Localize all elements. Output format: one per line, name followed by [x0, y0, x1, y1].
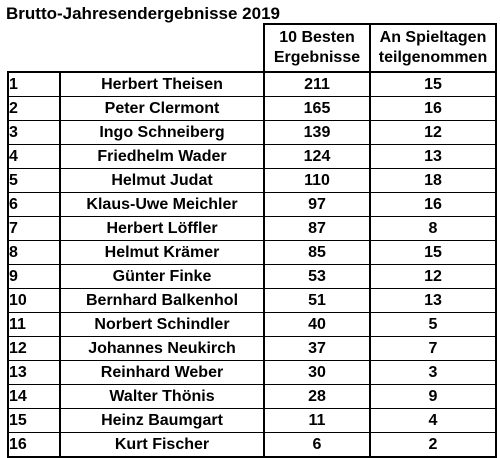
table-row: 1 Herbert Theisen 211 15: [7, 71, 497, 97]
table-row: 16 Kurt Fischer 6 2: [7, 432, 497, 458]
header-days-attended-line2: teilgenommen: [378, 49, 488, 66]
score-cell: 97: [263, 192, 371, 217]
days-cell: 5: [369, 312, 497, 337]
days-cell: 9: [369, 384, 497, 409]
table-row: 11 Norbert Schindler 40 5: [7, 312, 497, 337]
table-row: 3 Ingo Schneiberg 139 12: [7, 120, 497, 145]
score-cell: 211: [263, 71, 371, 97]
table-row: 5 Helmut Judat 110 18: [7, 168, 497, 193]
score-cell: 165: [263, 96, 371, 121]
table-row: 10 Bernhard Balkenhol 51 13: [7, 288, 497, 313]
days-cell: 8: [369, 216, 497, 241]
player-name-cell: Johannes Neukirch: [59, 336, 265, 361]
score-cell: 139: [263, 120, 371, 145]
days-cell: 4: [369, 408, 497, 433]
header-best-results: 10 Besten Ergebnisse: [263, 23, 371, 72]
rank-cell: 2: [7, 96, 61, 121]
header-days-attended: An Spieltagen teilgenommen: [369, 23, 497, 72]
days-cell: 16: [369, 96, 497, 121]
table-row: 13 Reinhard Weber 30 3: [7, 360, 497, 385]
table-row: 15 Heinz Baumgart 11 4: [7, 408, 497, 433]
player-name-cell: Ingo Schneiberg: [59, 120, 265, 145]
player-name-cell: Helmut Krämer: [59, 240, 265, 265]
score-cell: 6: [263, 432, 371, 458]
player-name-cell: Kurt Fischer: [59, 432, 265, 458]
player-name-cell: Heinz Baumgart: [59, 408, 265, 433]
player-name-cell: Walter Thönis: [59, 384, 265, 409]
rank-cell: 3: [7, 120, 61, 145]
player-name-cell: Günter Finke: [59, 264, 265, 289]
table-row: 12 Johannes Neukirch 37 7: [7, 336, 497, 361]
table-row: 7 Herbert Löffler 87 8: [7, 216, 497, 241]
score-cell: 87: [263, 216, 371, 241]
table-row: 4 Friedhelm Wader 124 13: [7, 144, 497, 169]
days-cell: 15: [369, 71, 497, 97]
score-cell: 110: [263, 168, 371, 193]
rank-cell: 8: [7, 240, 61, 265]
days-cell: 15: [369, 240, 497, 265]
days-cell: 16: [369, 192, 497, 217]
table-row: 8 Helmut Krämer 85 15: [7, 240, 497, 265]
score-cell: 51: [263, 288, 371, 313]
days-cell: 13: [369, 144, 497, 169]
rank-cell: 14: [7, 384, 61, 409]
header-days-attended-line1: An Spieltagen: [379, 29, 487, 46]
table-row: 9 Günter Finke 53 12: [7, 264, 497, 289]
table-row: 14 Walter Thönis 28 9: [7, 384, 497, 409]
days-cell: 7: [369, 336, 497, 361]
rank-cell: 12: [7, 336, 61, 361]
header-best-results-line2: Ergebnisse: [273, 49, 361, 66]
days-cell: 12: [369, 120, 497, 145]
player-name-cell: Reinhard Weber: [59, 360, 265, 385]
rank-cell: 9: [7, 264, 61, 289]
table-row: 2 Peter Clermont 165 16: [7, 96, 497, 121]
page-title: Brutto-Jahresendergebnisse 2019: [6, 4, 280, 23]
score-cell: 30: [263, 360, 371, 385]
player-name-cell: Peter Clermont: [59, 96, 265, 121]
rank-cell: 16: [7, 432, 61, 458]
rank-cell: 4: [7, 144, 61, 169]
rank-cell: 11: [7, 312, 61, 337]
table-row: 6 Klaus-Uwe Meichler 97 16: [7, 192, 497, 217]
rank-cell: 7: [7, 216, 61, 241]
score-cell: 28: [263, 384, 371, 409]
header-rank-empty: [8, 24, 60, 72]
rank-cell: 5: [7, 168, 61, 193]
player-name-cell: Klaus-Uwe Meichler: [59, 192, 265, 217]
player-name-cell: Herbert Theisen: [59, 71, 265, 97]
player-name-cell: Norbert Schindler: [59, 312, 265, 337]
rank-cell: 10: [7, 288, 61, 313]
score-cell: 37: [263, 336, 371, 361]
player-name-cell: Bernhard Balkenhol: [59, 288, 265, 313]
days-cell: 3: [369, 360, 497, 385]
days-cell: 18: [369, 168, 497, 193]
score-cell: 11: [263, 408, 371, 433]
rank-cell: 1: [7, 71, 61, 97]
days-cell: 2: [369, 432, 497, 458]
score-cell: 124: [263, 144, 371, 169]
score-cell: 40: [263, 312, 371, 337]
player-name-cell: Herbert Löffler: [59, 216, 265, 241]
header-name-empty: [60, 24, 264, 72]
score-cell: 85: [263, 240, 371, 265]
days-cell: 13: [369, 288, 497, 313]
table-header-row: 10 Besten Ergebnisse An Spieltagen teilg…: [8, 23, 497, 72]
results-table: 10 Besten Ergebnisse An Spieltagen teilg…: [7, 23, 497, 458]
header-best-results-line1: 10 Besten: [279, 29, 355, 46]
rank-cell: 13: [7, 360, 61, 385]
player-name-cell: Helmut Judat: [59, 168, 265, 193]
player-name-cell: Friedhelm Wader: [59, 144, 265, 169]
days-cell: 12: [369, 264, 497, 289]
rank-cell: 6: [7, 192, 61, 217]
score-cell: 53: [263, 264, 371, 289]
rank-cell: 15: [7, 408, 61, 433]
